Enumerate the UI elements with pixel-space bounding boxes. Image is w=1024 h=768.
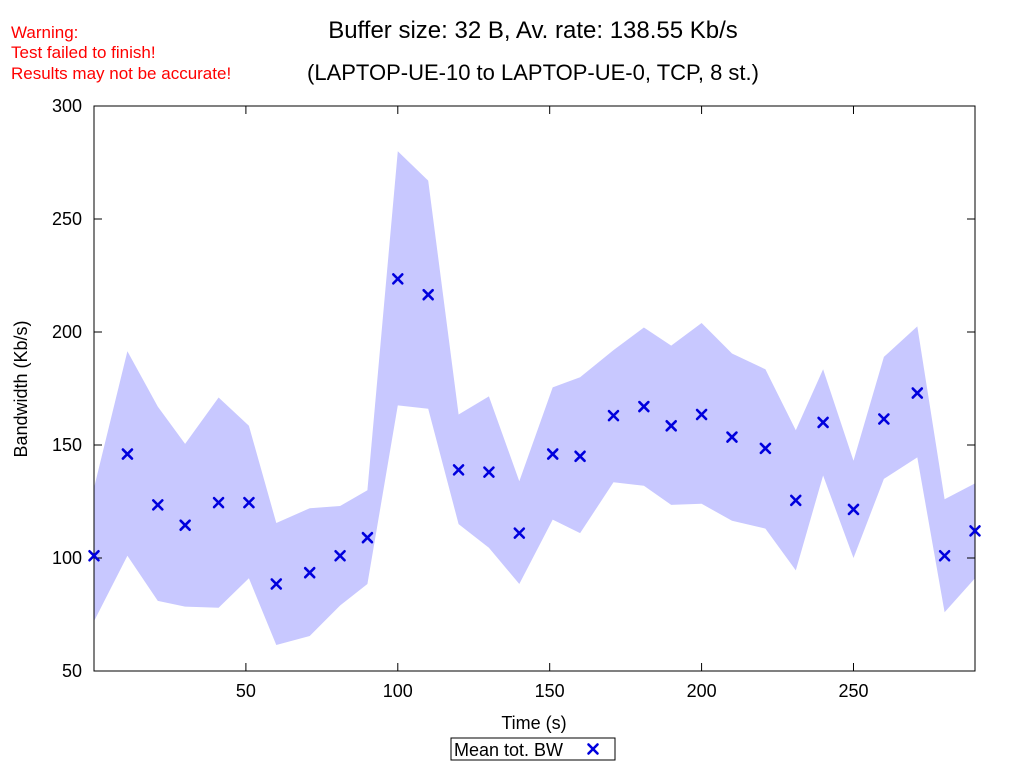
data-point (911, 387, 924, 399)
data-point (179, 519, 191, 532)
data-point (88, 549, 100, 562)
y-tick-label: 50 (62, 661, 82, 681)
data-point (638, 400, 650, 413)
data-point (574, 450, 586, 463)
x-tick-label: 50 (236, 681, 256, 701)
bandwidth-range-band (94, 151, 975, 645)
data-point (422, 288, 434, 301)
data-point (151, 499, 164, 511)
data-point (789, 494, 802, 507)
data-point (452, 464, 465, 476)
data-point (270, 578, 283, 590)
data-point (361, 531, 374, 544)
data-point (969, 525, 981, 537)
warning-block: Warning: Test failed to finish! Results … (11, 23, 231, 83)
legend-cross (587, 743, 599, 755)
y-tick-label: 250 (52, 209, 82, 229)
y-tick-label: 150 (52, 435, 82, 455)
y-tick-label: 100 (52, 548, 82, 568)
axis-ticks: 50 100 150 200 250 50 100 150 200 250 300 (52, 96, 975, 701)
data-point (121, 448, 134, 460)
data-point (513, 527, 526, 539)
data-point (334, 549, 346, 562)
data-point (726, 431, 738, 443)
chart-title: Buffer size: 32 B, Av. rate: 138.55 Kb/s (328, 17, 738, 44)
data-point (607, 409, 620, 422)
legend-label: Mean tot. BW (454, 740, 563, 760)
data-point (483, 466, 495, 478)
warning-line-2: Test failed to finish! (11, 43, 156, 62)
data-point (938, 549, 951, 562)
data-point (847, 503, 860, 516)
data-point (695, 408, 708, 421)
y-axis-label: Bandwidth (Kb/s) (11, 320, 31, 457)
data-point (665, 419, 678, 432)
warning-line-1: Warning: (11, 23, 78, 42)
x-axis-label: Time (s) (501, 713, 566, 733)
data-point (878, 413, 890, 425)
x-tick-label: 250 (838, 681, 868, 701)
data-point (759, 442, 772, 455)
legend-box (450, 737, 616, 761)
x-tick-label: 150 (535, 681, 565, 701)
data-point (303, 566, 316, 579)
legend-marker-icon (587, 743, 599, 755)
data-point (212, 496, 225, 509)
data-points (88, 273, 981, 590)
y-tick-label: 300 (52, 96, 82, 116)
x-tick-label: 200 (687, 681, 717, 701)
data-point (817, 416, 829, 429)
plot-frame (93, 105, 976, 672)
legend: Mean tot. BW (450, 737, 616, 761)
data-point (243, 496, 255, 509)
data-point (546, 448, 559, 460)
chart-subtitle: (LAPTOP-UE-10 to LAPTOP-UE-0, TCP, 8 st.… (307, 60, 759, 85)
y-tick-label: 200 (52, 322, 82, 342)
data-point (391, 273, 404, 285)
x-tick-label: 100 (383, 681, 413, 701)
warning-line-3: Results may not be accurate! (11, 64, 231, 83)
